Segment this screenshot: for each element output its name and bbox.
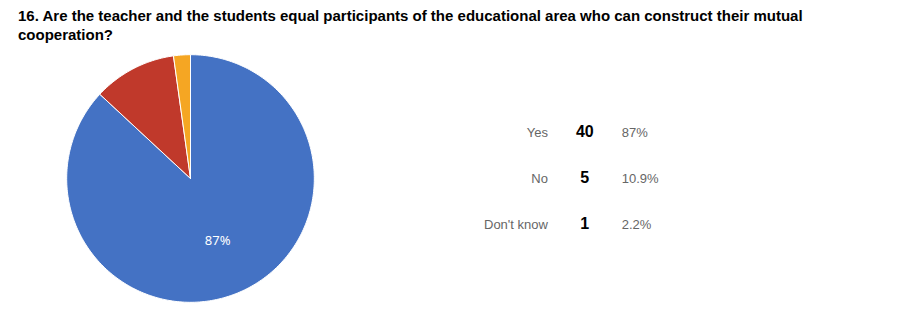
html-text:1: 1 bbox=[580, 215, 590, 232]
html-text:16. Are the teacher and the st: 16. Are the teacher and the students equ… bbox=[18, 7, 803, 43]
html-text:5: 5 bbox=[580, 169, 590, 186]
html-text:No: No bbox=[531, 170, 548, 186]
html-text:2.2%: 2.2% bbox=[621, 216, 652, 232]
html-text:87%: 87% bbox=[621, 124, 648, 140]
html-text:Don't know: Don't know bbox=[484, 216, 548, 232]
html-text:40: 40 bbox=[575, 123, 594, 140]
html-text:10.9%: 10.9% bbox=[621, 170, 659, 186]
svg-text:87%: 87% bbox=[205, 231, 231, 249]
html-text:Yes: Yes bbox=[526, 124, 548, 140]
